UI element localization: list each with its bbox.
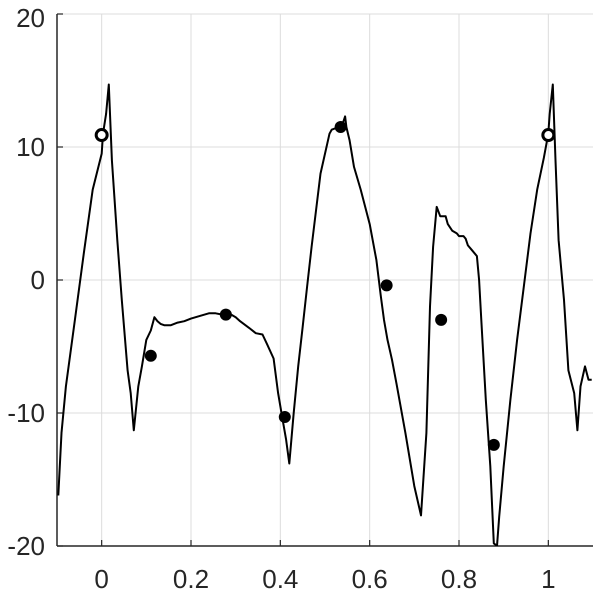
filled-circle-marker — [380, 279, 393, 292]
filled-circle-marker — [144, 349, 157, 362]
axes-frame — [56, 13, 593, 547]
y-tick-label: 10 — [16, 132, 45, 162]
tick-labels: 0 0.2 0.4 0.6 0.8 1 -20 -10 0 10 20 — [7, 3, 555, 592]
marker-layer — [94, 121, 556, 451]
grid — [57, 13, 593, 547]
y-tick-label: -20 — [7, 531, 45, 561]
x-tick-label: 0.8 — [441, 564, 477, 592]
open-circle-marker — [94, 128, 109, 143]
x-tick-label: 0.4 — [262, 564, 298, 592]
y-tick-label: -10 — [7, 398, 45, 428]
x-tick-label: 0.2 — [173, 564, 209, 592]
filled-circle-marker — [435, 313, 448, 326]
series-layer — [57, 83, 592, 546]
x-tick-label: 1 — [541, 564, 555, 592]
x-tick-label: 0 — [94, 564, 108, 592]
filled-circle-marker — [219, 308, 232, 321]
x-tick-label: 0.6 — [352, 564, 388, 592]
y-tick-label: 0 — [31, 265, 45, 295]
filled-circle-marker — [487, 438, 500, 451]
filled-circle-marker — [334, 121, 347, 134]
open-circle-marker — [541, 128, 556, 143]
filled-circle-marker — [278, 410, 291, 423]
y-tick-label: 20 — [16, 3, 45, 33]
series-line — [57, 83, 592, 546]
